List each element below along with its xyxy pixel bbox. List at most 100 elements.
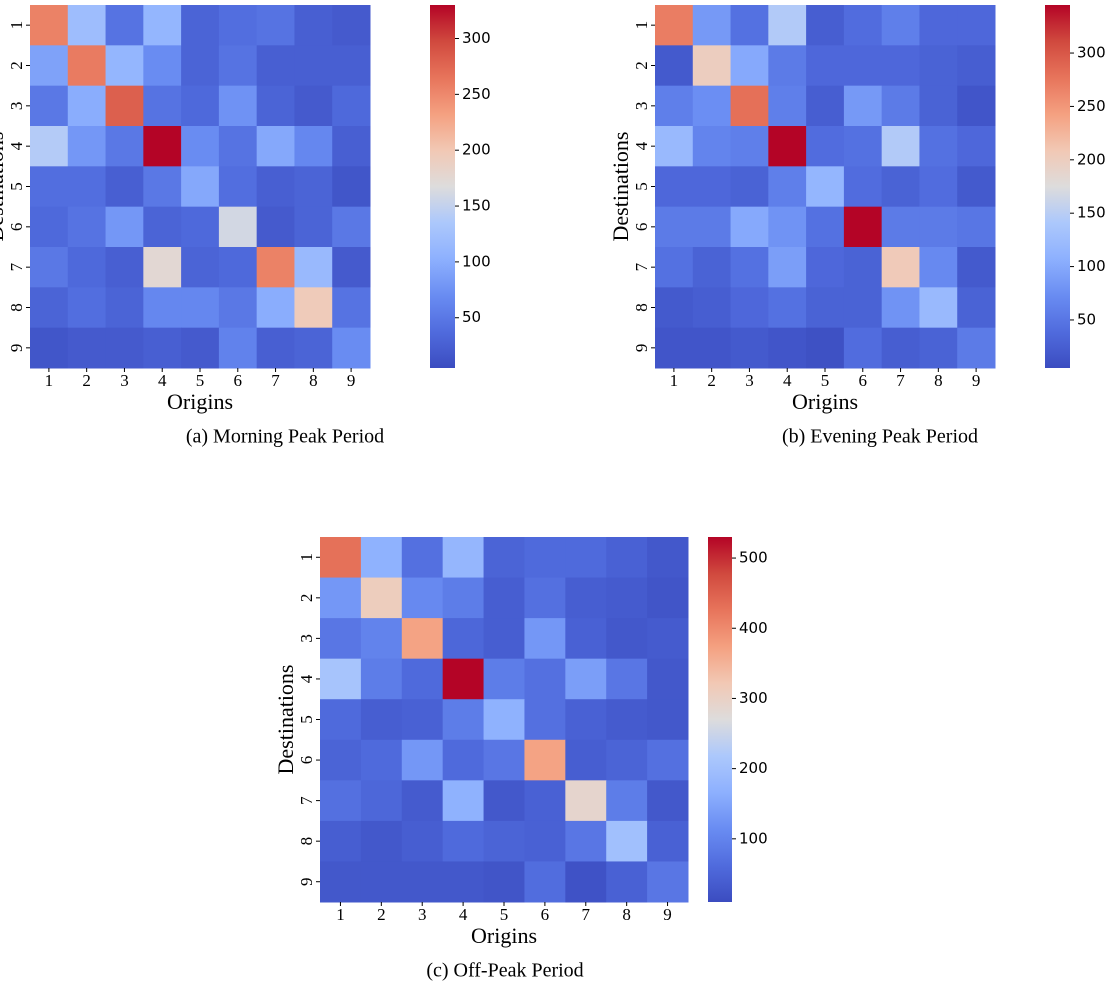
heatmap-cell [105,166,144,208]
colorbar-tick-label: 200 [462,141,491,159]
heatmap-cell [256,327,295,369]
heatmap-cell [105,287,144,329]
y-tick-label: 1 [632,21,651,30]
heatmap-cell [442,658,485,700]
heatmap-cell [218,85,258,127]
heatmap-cell [143,327,182,369]
heatmap-cell [692,166,732,208]
heatmap-cell [143,206,182,248]
heatmap-cell [30,166,69,208]
heatmap-cell [483,861,525,903]
heatmap-cell [294,45,333,87]
heatmap-cell [181,327,220,369]
heatmap-cell [30,327,69,369]
heatmap-cell [332,126,371,167]
heatmap-cell [181,126,220,167]
heatmap-cell [768,126,807,167]
heatmap-cell [181,247,220,288]
heatmap-cell [655,85,694,127]
heatmap-cell [256,166,295,208]
heatmap-cell [692,327,732,369]
heatmap-cell [692,287,732,329]
heatmap-cell [442,780,485,822]
heatmap-cell [360,780,403,822]
heatmap-cell [294,126,333,167]
heatmap-cell [957,126,996,167]
y-tick-label: 8 [7,303,26,312]
heatmap-cell [655,327,694,369]
x-tick-label: 1 [45,371,54,390]
colorbar-tick-label: 100 [462,252,491,270]
colorbar [1045,5,1070,368]
heatmap-cell [730,126,769,167]
heatmap-cell [957,166,996,208]
heatmap-cell [218,247,258,288]
heatmap-cell [401,780,444,822]
y-tick-label: 5 [632,182,651,191]
x-tick-label: 8 [309,371,318,390]
heatmap-cell [957,85,996,127]
heatmap-cell [647,577,689,619]
heatmap-cell [806,287,845,329]
heatmap-cell [957,287,996,329]
heatmap-cell [565,780,607,822]
heatmap-cell [483,618,525,660]
heatmap-cell [256,126,295,167]
heatmap-cell [332,287,371,329]
heatmap-cell [30,85,69,127]
heatmap-cell [730,166,769,208]
y-tick-label: 3 [7,102,26,111]
colorbar-tick-label: 300 [1077,44,1105,62]
heatmap-cell [655,206,694,248]
heatmap-cell [442,537,485,579]
heatmap-cell [919,166,958,208]
colorbar-tick-label: 50 [462,308,481,326]
heatmap-panel: 1 2 3 4 5 6 7 8 9 1 2 3 4 5 6 7 8 9 Origins Destinations (a)… [0,5,491,448]
heatmap-cell [143,85,182,127]
heatmap-cell [919,5,958,46]
heatmap-cell [606,537,648,579]
heatmap-cell [606,658,648,700]
heatmap-cell [143,247,182,288]
heatmap-cell [843,287,883,329]
heatmap-cell [881,287,920,329]
heatmap-cell [647,739,689,781]
heatmap-cell [843,327,883,369]
heatmap-cell [655,166,694,208]
heatmap-cell [692,247,732,288]
heatmap-cell [730,287,769,329]
heatmap-cell [181,206,220,248]
heatmap-cell [647,780,689,822]
x-tick-label: 3 [120,371,129,390]
heatmap-cell [768,45,807,87]
heatmap-cell [332,166,371,208]
heatmap-cell [105,5,144,46]
heatmap-cell [524,699,566,741]
heatmap-cell [401,577,444,619]
heatmap-cell [442,820,485,862]
heatmap-cell [806,5,845,46]
heatmap-cell [730,206,769,248]
colorbar-tick-label: 400 [739,619,768,637]
y-tick-label: 4 [297,674,316,683]
heatmap-cell [67,206,107,248]
x-tick-label: 7 [271,371,280,390]
heatmap-cell [483,780,525,822]
heatmap-cell [692,126,732,167]
heatmap-cell [565,699,607,741]
heatmap-cell [320,861,362,903]
heatmap-cell [524,780,566,822]
x-tick-label: 5 [500,905,509,924]
heatmap-cell [881,166,920,208]
heatmap-cell [181,45,220,87]
x-tick-label: 5 [196,371,205,390]
heatmap-cell [442,699,485,741]
y-tick-label: 6 [7,223,26,232]
x-axis-label: Origins [792,389,858,414]
heatmap-cell [843,247,883,288]
heatmap-cell [67,166,107,208]
heatmap-cell [768,5,807,46]
heatmap-cell [256,287,295,329]
heatmap-cell [256,247,295,288]
heatmap-cell [360,577,403,619]
